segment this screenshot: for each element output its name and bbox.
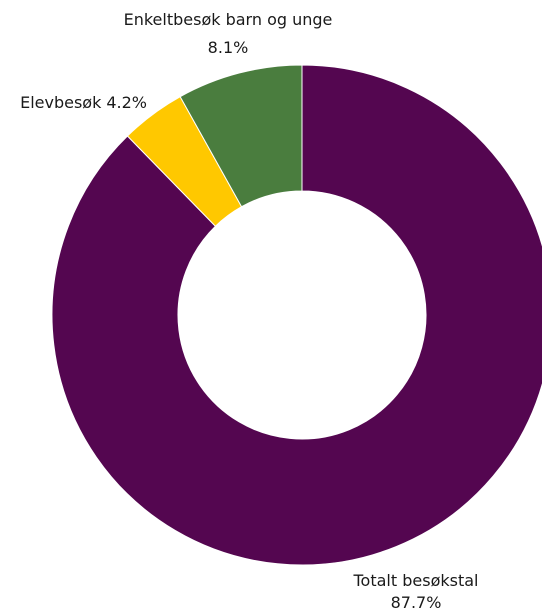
slice-label-enkeltbesok: Enkeltbesøk barn og unge bbox=[124, 10, 333, 29]
slices-group bbox=[51, 64, 542, 566]
slice-enkeltbesøk-barn-og-unge bbox=[179, 64, 303, 208]
slice-label-elevbesok-name: Elevbesøk bbox=[20, 93, 102, 112]
slice-value-enkeltbesok: 8.1% bbox=[208, 38, 249, 57]
slice-totalt-besøkstal bbox=[51, 64, 542, 566]
slice-label-elevbesok: Elevbesøk 4.2% bbox=[20, 93, 147, 112]
slice-label-totalt: Totalt besøkstal bbox=[353, 571, 479, 590]
slice-value-elevbesok: 4.2% bbox=[106, 93, 147, 112]
slice-value-totalt: 87.7% bbox=[391, 593, 442, 610]
